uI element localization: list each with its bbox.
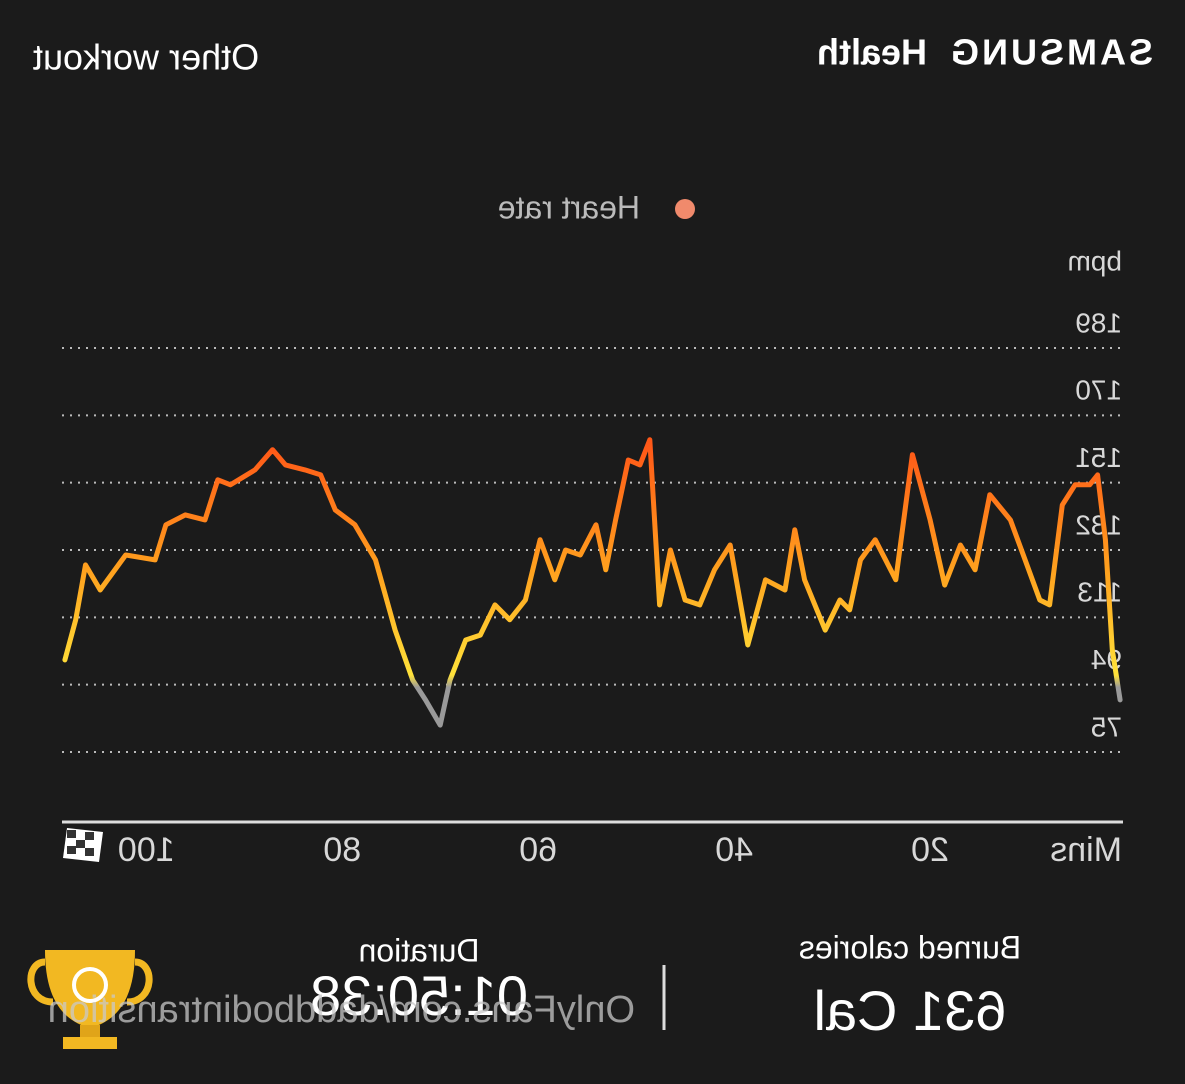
x-tick-label: 60 <box>519 831 557 869</box>
heart-rate-line <box>62 437 1123 728</box>
y-tick-label: 170 <box>1075 375 1122 406</box>
y-tick-label: 113 <box>1077 577 1122 608</box>
x-tick-label: 100 <box>118 831 175 869</box>
finish-flag-icon <box>63 828 103 862</box>
mirrored-view: SAMSUNG Health Other workout Heart rate … <box>27 32 1153 1049</box>
duration-value: 01:50:38 <box>310 964 528 1027</box>
x-tick-label: 80 <box>323 831 361 869</box>
watermark: OnlyFans.com/daddbodintransition <box>48 989 635 1031</box>
legend-label: Heart rate <box>498 189 640 225</box>
y-axis-label: bpm <box>1068 245 1122 276</box>
calories-value: 631 Cal <box>813 979 1006 1042</box>
x-tick-label: 20 <box>911 831 949 869</box>
y-tick-label: 132 <box>1075 509 1122 540</box>
calories-label: Burned calories <box>799 929 1021 965</box>
legend-dot <box>675 199 695 219</box>
y-tick-label: 189 <box>1075 307 1122 338</box>
duration-label: Duration <box>359 932 480 968</box>
app-name: Health <box>817 32 927 73</box>
y-tick-label: 151 <box>1075 442 1122 473</box>
x-tick-label: 40 <box>715 831 753 869</box>
y-tick-label: 75 <box>1091 711 1122 742</box>
title: Other workout <box>33 37 259 78</box>
trophy-icon <box>27 950 153 1049</box>
brand: SAMSUNG <box>948 32 1153 73</box>
x-axis-label: Mins <box>1050 831 1122 869</box>
